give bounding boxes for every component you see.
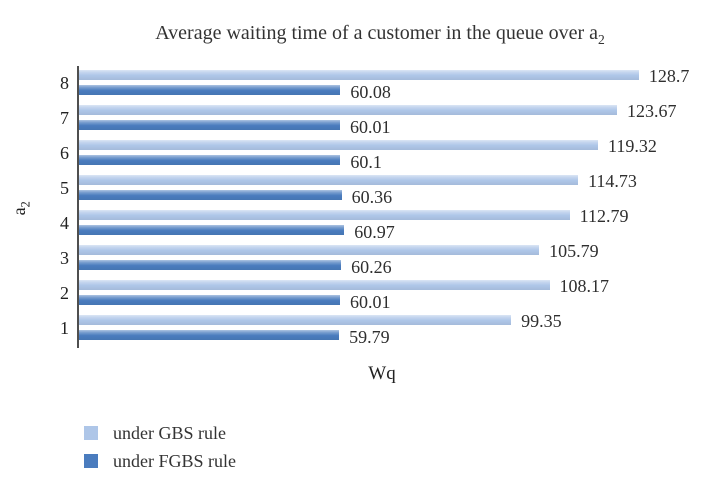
value-label-fgbs-4: 60.97 [354, 222, 395, 242]
x-axis-label: Wq [368, 363, 396, 384]
bar-gbs-3 [79, 245, 540, 255]
category-row-5: 5 114.73 60.36 [60, 171, 689, 207]
chart-title: Average waiting time of a customer in th… [40, 22, 720, 48]
bar-gbs-8 [79, 70, 639, 80]
category-tick-label-7: 7 [60, 108, 69, 128]
y-axis-label: a2 [9, 201, 34, 215]
legend-label-gbs: under GBS rule [113, 422, 226, 443]
y-axis-label-text: a [8, 207, 29, 216]
bar-fgbs-7 [79, 120, 341, 130]
bar-gbs-1 [79, 315, 512, 325]
category-tick-label-8: 8 [60, 73, 69, 93]
value-label-fgbs-6: 60.1 [350, 152, 382, 172]
bar-fgbs-3 [79, 260, 342, 270]
bar-fgbs-1 [79, 330, 340, 340]
legend: under GBS rule under FGBS rule [84, 419, 236, 475]
value-label-fgbs-5: 60.36 [351, 187, 393, 207]
category-row-8: 8 128.7 60.08 [60, 66, 690, 102]
plot-area: 8 128.7 60.08 7 123.67 60.01 6 119.32 60.1 5 114.7… [60, 66, 690, 348]
value-label-gbs-4: 112.79 [579, 206, 629, 226]
bar-fgbs-2 [79, 295, 341, 305]
legend-swatch-gbs [84, 426, 98, 440]
category-row-2: 2 108.17 60.01 [60, 276, 689, 312]
value-label-gbs-8: 128.7 [648, 66, 690, 86]
value-label-fgbs-1: 59.79 [349, 327, 390, 347]
value-label-gbs-2: 108.17 [559, 276, 610, 296]
bar-gbs-7 [79, 105, 617, 115]
value-label-gbs-3: 105.79 [549, 241, 599, 261]
legend-item-gbs: under GBS rule [84, 419, 236, 447]
category-tick-label-5: 5 [60, 178, 69, 198]
category-tick-label-2: 2 [60, 283, 69, 303]
legend-item-fgbs: under FGBS rule [84, 447, 236, 475]
value-label-gbs-5: 114.73 [588, 171, 637, 191]
bar-fgbs-4 [79, 225, 345, 235]
value-label-fgbs-7: 60.01 [350, 117, 391, 137]
category-row-7: 7 123.67 60.01 [60, 101, 689, 137]
category-tick-label-1: 1 [60, 318, 69, 338]
category-row-6: 6 119.32 60.1 [60, 136, 689, 172]
bar-gbs-5 [79, 175, 579, 185]
value-label-fgbs-3: 60.26 [351, 257, 392, 277]
y-axis-label-subscript: 2 [18, 201, 33, 208]
category-row-1: 1 99.35 59.79 [60, 311, 689, 347]
category-tick-label-6: 6 [60, 143, 69, 163]
category-row-3: 3 105.79 60.26 [60, 241, 689, 277]
category-tick-label-3: 3 [60, 248, 69, 268]
value-label-gbs-1: 99.35 [521, 311, 562, 331]
bar-fgbs-8 [79, 85, 341, 95]
bar-fgbs-6 [79, 155, 341, 165]
value-label-fgbs-2: 60.01 [350, 292, 391, 312]
legend-swatch-fgbs [84, 454, 98, 468]
bar-gbs-2 [79, 280, 550, 290]
value-label-fgbs-8: 60.08 [350, 82, 391, 102]
bar-gbs-6 [79, 140, 599, 150]
bar-gbs-4 [79, 210, 570, 220]
bar-fgbs-5 [79, 190, 342, 200]
value-label-gbs-6: 119.32 [608, 136, 657, 156]
category-row-4: 4 112.79 60.97 [60, 206, 689, 242]
chart-title-text: Average waiting time of a customer in th… [155, 22, 598, 44]
chart-title-subscript: 2 [598, 32, 605, 47]
category-tick-label-4: 4 [60, 213, 69, 233]
legend-label-fgbs: under FGBS rule [113, 450, 236, 471]
value-label-gbs-7: 123.67 [626, 101, 677, 121]
